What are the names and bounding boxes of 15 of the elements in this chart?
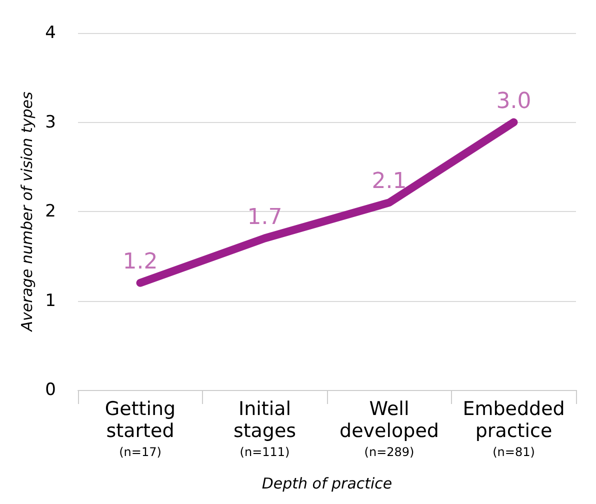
y-axis-title: Average number of vision types [18,92,36,332]
data-label: 1.2 [122,249,158,274]
y-tick-label: 3 [45,112,56,132]
x-tick-label: Embedded practice (n=81) [462,398,565,459]
y-tick-label: 2 [45,202,56,222]
data-label: 3.0 [496,88,532,114]
data-label: 1.7 [247,204,282,230]
y-tick-label: 0 [45,380,56,400]
y-tick-label: 4 [45,23,56,43]
data-label: 2.1 [372,169,407,194]
y-tick-label: 1 [45,290,56,311]
x-tick-label: Initial stages (n=111) [233,398,296,459]
x-tick-label: Getting started (n=17) [104,398,176,459]
x-axis-title: Depth of practice [262,474,392,492]
x-tick-label: Well developed (n=289) [340,398,439,459]
